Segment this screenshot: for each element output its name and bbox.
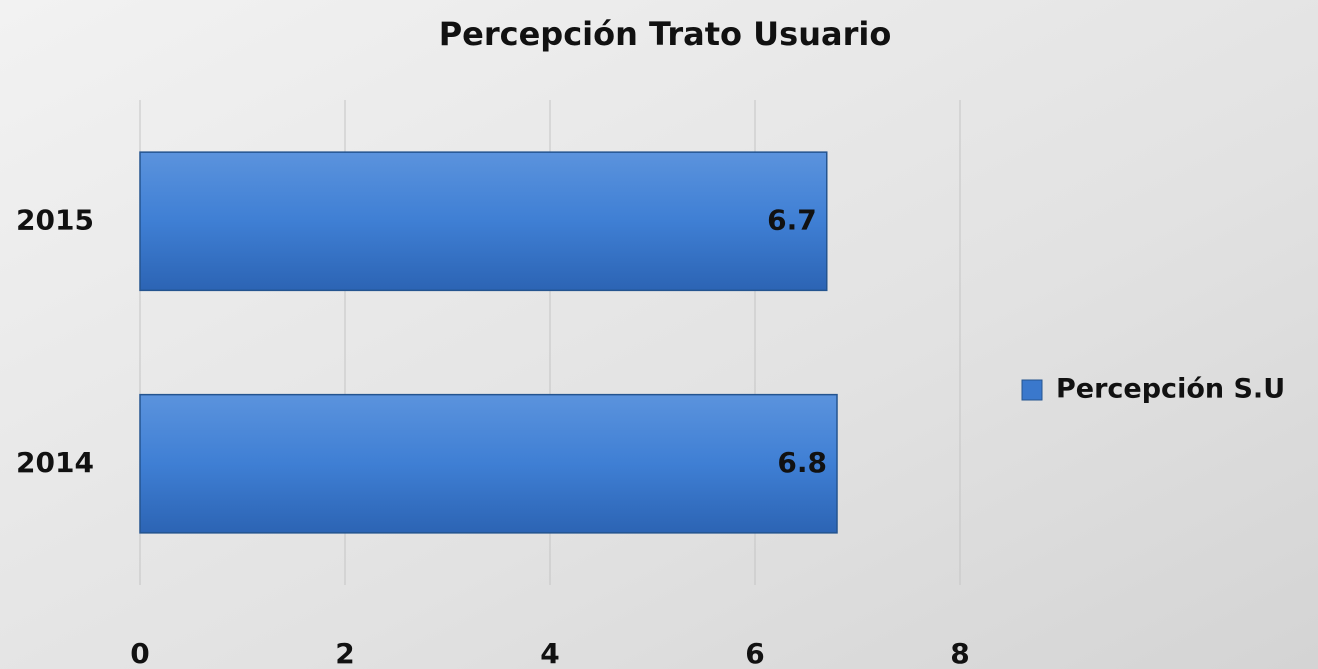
legend-label: Percepción S.U [1056,374,1285,405]
page: {"chart_data": {"type": "bar", "orientat… [0,0,1318,669]
x-tick-label: 4 [540,637,559,669]
x-tick-label: 0 [130,637,149,669]
legend-swatch [1022,380,1042,400]
data-label: 6.8 [777,446,827,479]
x-tick-label: 8 [950,637,969,669]
x-tick-label: 2 [335,637,354,669]
background [0,0,1318,669]
bar [140,152,827,290]
chart-title: Percepción Trato Usuario [439,15,892,53]
data-label: 6.7 [767,203,817,236]
x-tick-label: 6 [745,637,764,669]
y-tick-label: 2014 [16,446,94,479]
chart: Percepción Trato Usuario 0 2 4 6 8 2015 2014 6.… [0,0,1318,669]
bar [140,395,837,533]
y-tick-label: 2015 [16,203,94,236]
